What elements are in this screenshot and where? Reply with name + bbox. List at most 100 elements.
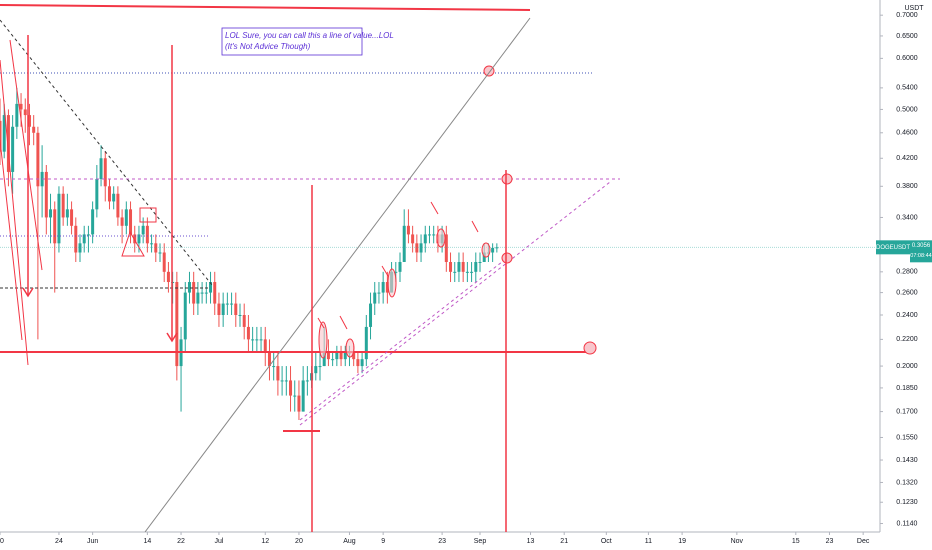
countdown-label: 07:08:44 — [910, 253, 931, 259]
resistance-line — [0, 4, 531, 11]
marker — [501, 173, 513, 185]
candle-body — [242, 315, 246, 327]
highlight — [345, 338, 355, 358]
candle-body — [11, 126, 15, 172]
x-tick-label: 21 — [560, 538, 568, 545]
x-tick-label: Sep — [474, 538, 487, 545]
candle-body — [107, 186, 111, 202]
x-tick-label: Nov — [731, 538, 744, 545]
candle-body — [293, 395, 297, 397]
annotation-box — [221, 27, 363, 56]
candle-body — [335, 352, 339, 360]
x-tick-label: 15 — [792, 538, 800, 545]
candle-body — [183, 292, 187, 340]
candle-body — [444, 234, 448, 263]
candle-body — [474, 262, 478, 272]
candle-body — [457, 262, 461, 272]
candle-body — [377, 292, 381, 294]
candle-body — [32, 126, 36, 133]
candle-body — [326, 352, 330, 360]
x-tick-label: 22 — [177, 538, 185, 545]
x-tick-label: 12 — [261, 538, 269, 545]
y-tick-label: 0.2800 — [896, 269, 918, 276]
x-tick-label: 19 — [678, 538, 686, 545]
candle-body — [491, 247, 495, 253]
trend-line — [299, 257, 508, 421]
candle-body — [276, 366, 280, 381]
candle-body — [70, 209, 74, 226]
last-price-label: 0.3056 — [912, 243, 931, 249]
candle-body — [49, 209, 53, 218]
candle-body — [78, 243, 82, 253]
candle-body — [27, 115, 31, 127]
candle-body — [65, 209, 69, 218]
y-tick-label: 0.3400 — [896, 214, 918, 221]
x-tick-label: 11 — [645, 538, 652, 545]
candle-body — [369, 303, 373, 327]
plot-area — [0, 87, 880, 420]
x-tick-label: Jun — [87, 538, 98, 545]
candle-body — [432, 234, 436, 236]
candle-body — [314, 366, 318, 374]
annotation: LOL Sure, you can call this a line of va… — [225, 31, 394, 40]
y-tick-label: 0.5400 — [896, 85, 918, 92]
candle-body — [129, 209, 133, 235]
y-tick-label: 0.1700 — [896, 408, 918, 415]
y-tick-label: 0.1140 — [897, 520, 918, 527]
candle-body — [196, 292, 200, 304]
candle-body — [255, 339, 259, 341]
symbol-box — [876, 240, 910, 255]
y-tick-label: 0.2000 — [896, 363, 918, 370]
candle-body — [6, 115, 10, 172]
candle-body — [478, 262, 482, 264]
candle-body — [15, 103, 19, 127]
candle-body — [221, 303, 225, 316]
candle-body — [238, 315, 242, 317]
candle-body — [267, 352, 271, 367]
marker — [483, 65, 495, 77]
candle-body — [246, 326, 250, 340]
candle-body — [465, 271, 469, 273]
candle-body — [86, 234, 90, 236]
candle-body — [356, 359, 360, 367]
candle-body — [112, 193, 116, 202]
y-tick-label: 0.4200 — [896, 155, 918, 162]
candle-body — [427, 234, 431, 236]
highlight — [318, 321, 328, 359]
arrow — [166, 332, 178, 343]
candle-body — [133, 234, 137, 244]
y-tick-label: 0.6500 — [896, 33, 918, 40]
highlight — [387, 268, 397, 298]
candle-body — [398, 262, 402, 272]
candle-body — [124, 209, 128, 226]
x-tick-label: 9 — [381, 538, 385, 545]
candle-body — [0, 120, 2, 152]
candle-body — [495, 247, 499, 249]
candle-body — [154, 243, 158, 253]
candle-body — [453, 271, 457, 273]
x-tick-label: 10 — [0, 538, 4, 545]
candle-body — [209, 282, 213, 293]
x-tick-label: 23 — [826, 538, 834, 545]
candle-body — [23, 109, 27, 116]
candle-body — [297, 395, 301, 412]
candle-body — [141, 225, 145, 235]
candle-body — [364, 326, 368, 360]
candle-body — [394, 271, 398, 273]
x-tick-label: Oct — [601, 538, 612, 545]
arrow — [22, 287, 34, 298]
candle-body — [103, 158, 107, 187]
candle-body — [95, 179, 99, 210]
candle-body — [99, 158, 103, 180]
candle-body — [200, 292, 204, 294]
x-tick-label: 14 — [143, 538, 151, 545]
candle-body — [145, 225, 149, 244]
drawings — [0, 4, 620, 532]
candle-body — [57, 193, 61, 244]
red-diagonal — [0, 139, 23, 341]
candle-body — [116, 193, 120, 218]
y-tick-label: 0.2600 — [896, 289, 918, 296]
candle-body — [19, 103, 23, 110]
currency-label: USDT — [904, 5, 924, 12]
